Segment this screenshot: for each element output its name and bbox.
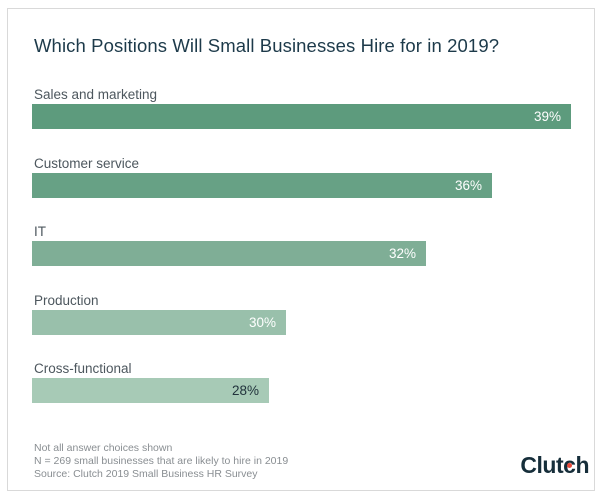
bar-value-label: 32%	[388, 246, 416, 261]
logo-text-part: Clut	[520, 452, 564, 478]
clutch-logo: Clutch	[520, 452, 589, 479]
bar-row: Customer service 36%	[32, 156, 588, 198]
bar-category-label: Customer service	[34, 155, 140, 171]
bar-row: Sales and marketing 39%	[32, 87, 588, 129]
bar-category-label: IT	[34, 224, 46, 239]
bar-value-label: 39%	[533, 109, 561, 124]
footnote-line: N = 269 small businesses that are likely…	[34, 454, 289, 467]
logo-red-dot-icon	[567, 463, 573, 468]
bar-value-label: 30%	[248, 314, 276, 330]
bar-row: Cross-functional 28%	[32, 361, 588, 403]
bar: 36%	[32, 172, 492, 198]
bar-row: Production 30%	[32, 293, 588, 335]
bar-value-label: 36%	[454, 177, 482, 193]
footnote-line: Source: Clutch 2019 Small Business HR Su…	[34, 467, 258, 480]
bar-value-label: 28%	[231, 383, 259, 398]
footnotes: Not all answer choices shown N = 269 sma…	[34, 442, 288, 480]
bar-row: IT 32%	[32, 224, 588, 266]
bar: 28%	[32, 378, 269, 403]
chart-title: Which Positions Will Small Businesses Hi…	[34, 35, 500, 56]
bar-category-label: Cross-functional	[34, 361, 132, 376]
chart-card: Which Positions Will Small Businesses Hi…	[7, 8, 595, 491]
bar-category-label: Sales and marketing	[34, 87, 158, 102]
footnote-line: Not all answer choices shown	[34, 442, 173, 454]
bar: 30%	[32, 309, 286, 335]
logo-text-part: h	[575, 452, 589, 478]
bar-category-label: Production	[34, 292, 99, 308]
bar: 39%	[32, 104, 571, 129]
bar-chart: Sales and marketing 39% Customer service 36…	[32, 87, 588, 430]
logo-c-letter: c	[563, 452, 576, 479]
bar: 32%	[32, 241, 426, 266]
